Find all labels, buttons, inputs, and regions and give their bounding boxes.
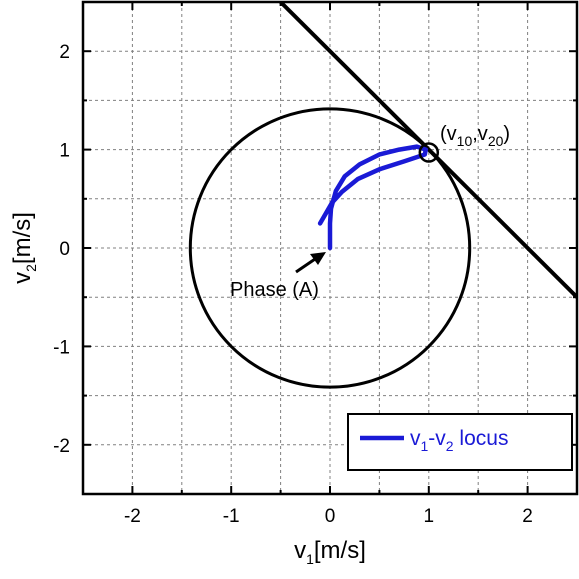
x-tick-label: -2 [124, 506, 141, 527]
y-tick-label: -2 [53, 436, 70, 457]
locus-series-line [317, 144, 429, 251]
y-tick-label: 1 [59, 141, 70, 162]
phase-arrow-head [310, 252, 326, 265]
y-tick-labels: -2 -1 0 1 2 [53, 42, 70, 457]
x-tick-label: -1 [223, 506, 240, 527]
plot-frame [81, 0, 579, 496]
x-tick-label: 2 [522, 506, 533, 527]
legend-entry: v1-v2 locus [410, 427, 508, 454]
y-axis-label: v2[m/s] [9, 212, 39, 284]
marker-point-label: (v10,v20) [440, 123, 510, 149]
constraint-circle [188, 107, 472, 389]
x-tick-labels: -2 -1 0 1 2 [124, 506, 533, 527]
constraint-line [279, 2, 577, 299]
phase-annotation: Phase (A) [230, 252, 326, 301]
legend: v1-v2 locus [347, 413, 573, 471]
phase-annotation-text: Phase (A) [230, 279, 319, 301]
y-tick-label: 2 [59, 42, 70, 63]
constraint-curves [188, 2, 577, 389]
series-layer [317, 144, 429, 251]
y-tick-label: 0 [59, 239, 70, 260]
axis-ticks [82, 1, 578, 495]
x-tick-label: 1 [424, 506, 435, 527]
x-tick-label: 0 [325, 506, 336, 527]
marker-point-circle [418, 142, 440, 163]
y-tick-label: -1 [53, 337, 70, 358]
legend-box [347, 413, 573, 471]
x-axis-label: v1[m/s] [294, 537, 366, 567]
